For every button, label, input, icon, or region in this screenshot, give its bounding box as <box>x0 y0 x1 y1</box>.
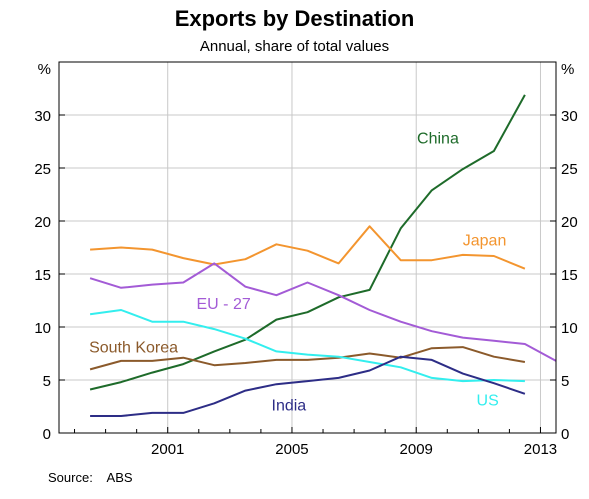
series-lines <box>89 94 557 417</box>
y-tick-label-left: 25 <box>34 161 51 178</box>
series-label-eu-27: EU - 27 <box>197 296 251 313</box>
series-line-japan <box>90 225 526 270</box>
series-label-china: China <box>417 131 459 148</box>
y-tick-label-right: 25 <box>561 161 578 178</box>
y-tick-label-right: 0 <box>561 426 569 443</box>
y-tick-label-left: 10 <box>34 320 51 337</box>
series-line-china <box>89 94 526 391</box>
y-tick-label-right: 20 <box>561 214 578 231</box>
y-tick-label-right: 5 <box>561 373 569 390</box>
series-labels: China Japan EU - 27 South Korea US India <box>89 131 506 415</box>
series-label-japan: Japan <box>463 232 507 249</box>
x-tick-label: 2009 <box>400 441 433 458</box>
source-note: Source: ABS <box>48 470 133 485</box>
series-line-us <box>89 309 525 383</box>
y-tick-label-left: 5 <box>43 373 51 390</box>
y-tick-label-left: 15 <box>34 267 51 284</box>
x-tick-label: 2005 <box>275 441 308 458</box>
y-tick-label-left: 0 <box>43 426 51 443</box>
series-line-south-korea <box>89 346 526 371</box>
y-tick-label-left: 30 <box>34 108 51 125</box>
y-tick-label-right: 10 <box>561 320 578 337</box>
chart-title: Exports by Destination <box>174 6 415 31</box>
series-label-us: US <box>477 392 499 409</box>
series-label-south-korea: South Korea <box>89 339 178 356</box>
chart-subtitle: Annual, share of total values <box>199 38 390 55</box>
y-tick-label-right: 30 <box>561 108 578 125</box>
y-tick-label-right: 15 <box>561 267 578 284</box>
series-line-india <box>90 355 526 417</box>
y-tick-label-left: 20 <box>34 214 51 231</box>
x-tick-label: 2001 <box>151 441 184 458</box>
plot-frame <box>58 61 557 434</box>
x-tick-label: 2013 <box>524 441 557 458</box>
series-line-eu-27 <box>89 262 557 362</box>
axis-ticks: 0 0 5 5 10 10 15 15 20 20 25 25 30 30% % 2001 2005 2009 20… <box>34 61 577 458</box>
y-unit-right: % <box>561 61 574 78</box>
series-label-india: India <box>272 398 307 415</box>
y-unit-left: % <box>38 61 51 78</box>
